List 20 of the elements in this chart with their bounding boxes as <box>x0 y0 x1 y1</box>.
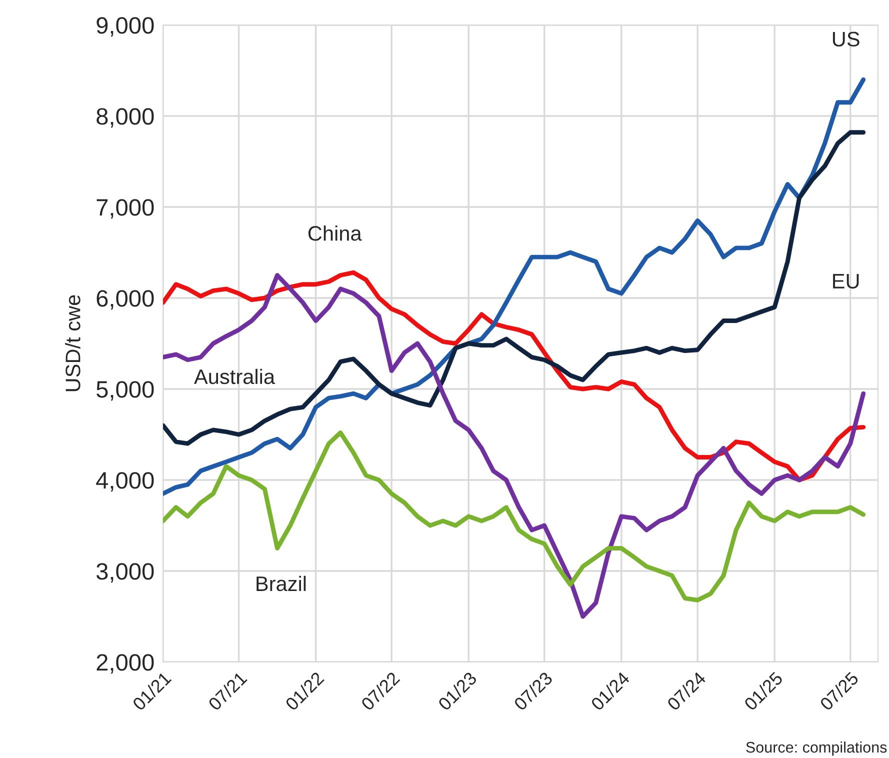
series-label: China <box>308 226 362 241</box>
line-series <box>163 273 866 619</box>
y-tick-label: 5,000 <box>96 381 154 401</box>
y-axis-title: USD/t cwe <box>65 295 80 392</box>
text: EU <box>833 274 859 289</box>
line-series <box>163 430 866 602</box>
y-tick-label: 4,000 <box>96 472 154 492</box>
y-tick-label: 2,000 <box>96 654 154 674</box>
line-series <box>163 77 866 496</box>
series-label: Australia <box>194 368 276 384</box>
line-series <box>163 130 866 446</box>
series-label: Brazil <box>256 576 306 592</box>
line-series <box>163 270 866 482</box>
y-tick-label: 3,000 <box>96 563 154 583</box>
y-tick-label: 7,000 <box>96 199 154 219</box>
y-tick-label: 6,000 <box>96 290 154 310</box>
y-tick-label: 9,000 <box>96 17 154 37</box>
series-label: US <box>832 32 860 47</box>
y-tick-label: 8,000 <box>96 108 154 128</box>
source-note: Source: compilations <box>746 741 887 756</box>
